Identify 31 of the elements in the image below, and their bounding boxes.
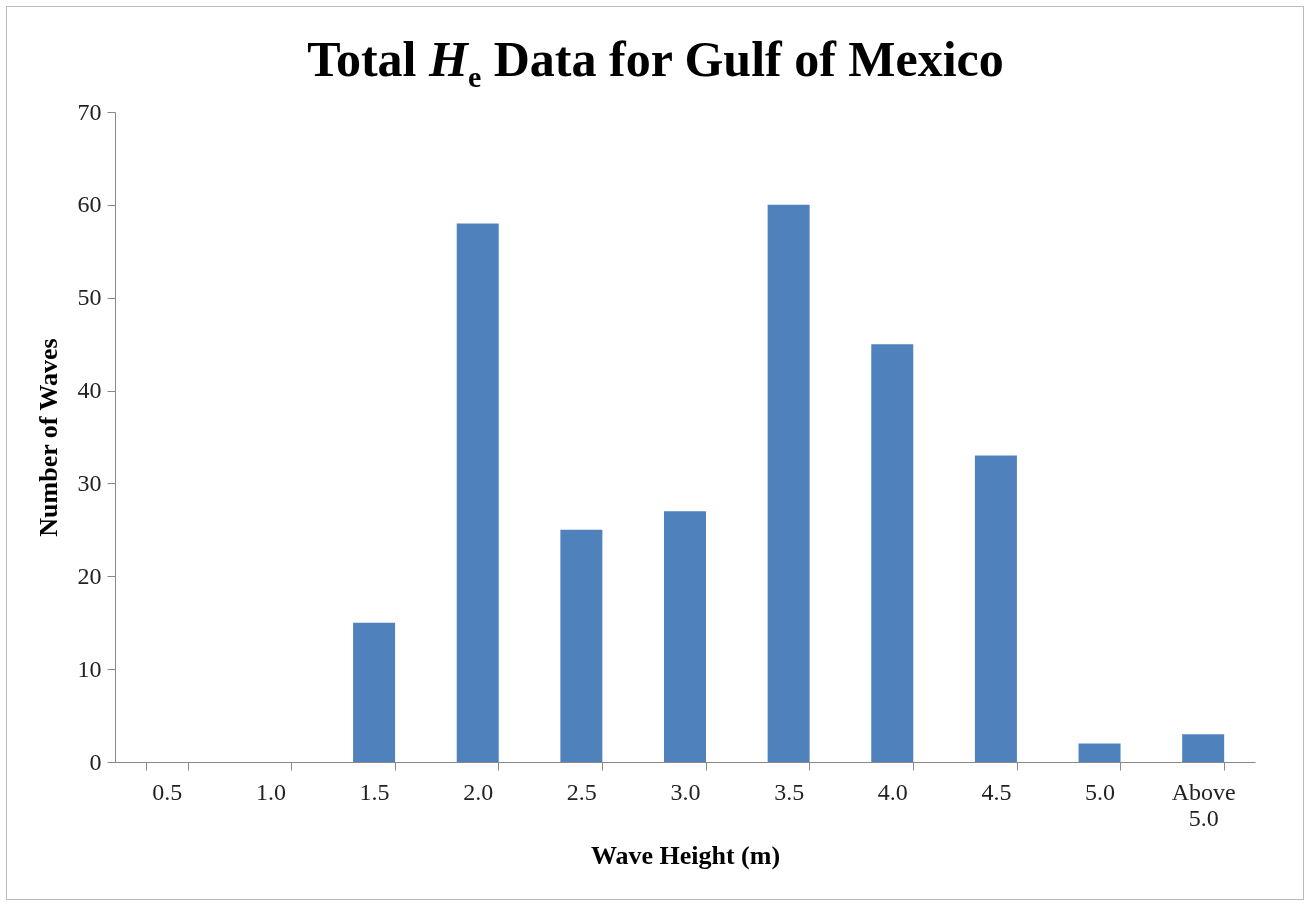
- bar: [871, 344, 914, 762]
- bar: [767, 204, 810, 762]
- y-tick-label: 0: [89, 748, 102, 775]
- bar: [1078, 743, 1121, 762]
- bar: [353, 622, 396, 762]
- chart-title: Total H$_{e}$ Data for Gulf of Mexico: [306, 30, 1005, 94]
- y-tick-label: 10: [77, 655, 102, 682]
- y-tick-label: 40: [77, 377, 102, 404]
- y-tick-label: 50: [77, 284, 102, 311]
- x-tick-label: 4.0: [877, 778, 908, 805]
- x-axis-title: Wave Height (m): [590, 840, 781, 870]
- x-tick-label: 2.5: [566, 778, 597, 805]
- x-tick-label: 1.0: [255, 778, 286, 805]
- y-axis-title: Number of Waves: [33, 338, 63, 537]
- bar: [456, 223, 499, 762]
- bar: [664, 511, 706, 762]
- x-tick-label: 0.5: [152, 778, 183, 805]
- y-tick-label: 60: [77, 191, 102, 218]
- y-tick-label: 20: [77, 562, 102, 589]
- x-tick-label: 1.5: [359, 778, 390, 805]
- x-tick-label: 3.5: [774, 778, 805, 805]
- bar: [560, 529, 603, 762]
- bar: [974, 455, 1017, 762]
- y-tick-label: 70: [77, 98, 102, 125]
- x-tick-label: 2.0: [463, 778, 494, 805]
- x-tick-label: 5.0: [1085, 778, 1116, 805]
- y-tick-label: 30: [77, 469, 102, 496]
- bar: [1182, 734, 1225, 762]
- x-tick-label: 4.5: [981, 778, 1012, 805]
- x-tick-label: 3.0: [670, 778, 701, 805]
- x-tick-label: Above 5.0: [1171, 778, 1236, 831]
